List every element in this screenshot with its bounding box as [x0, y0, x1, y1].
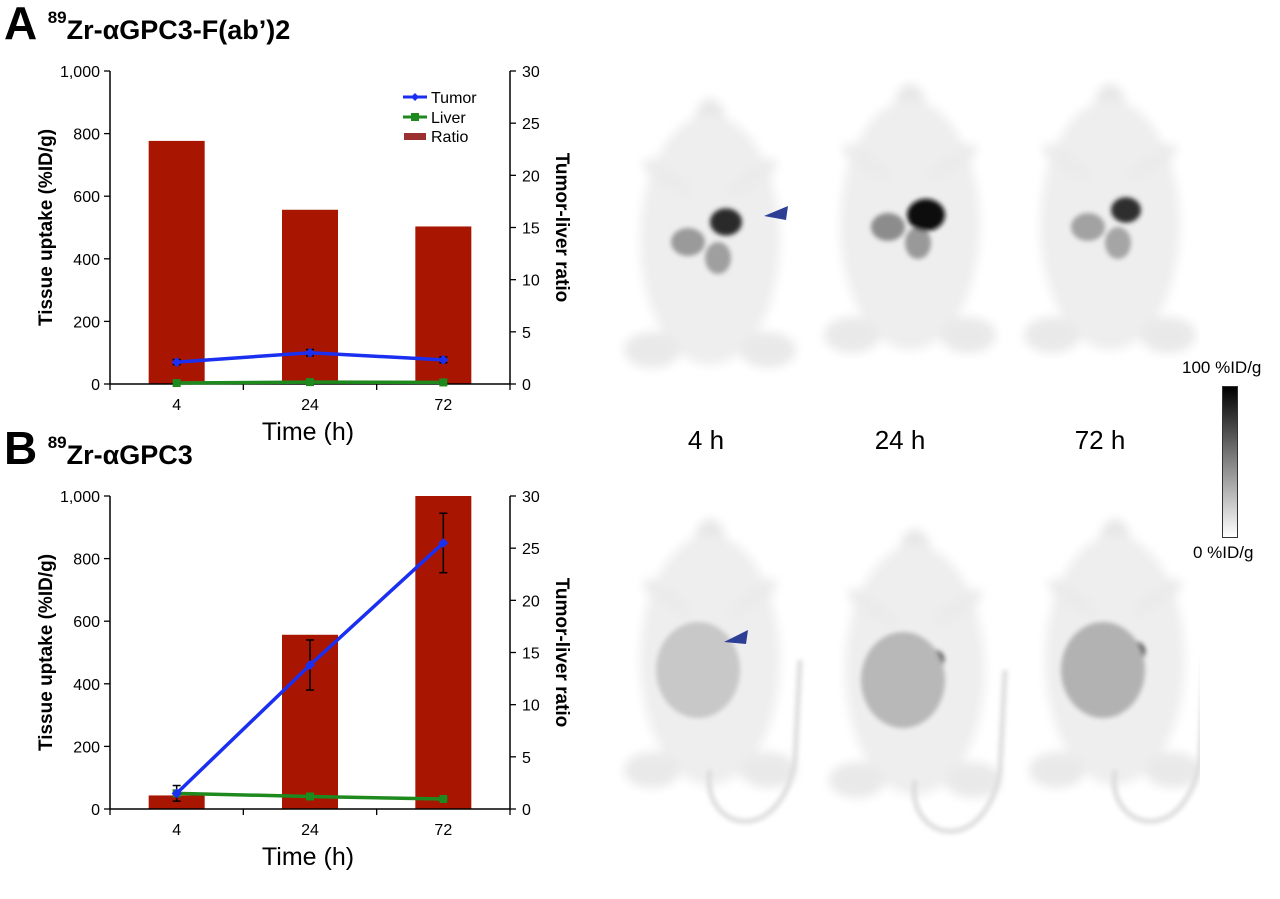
pet-mouse-a-24h — [824, 84, 996, 353]
y-tick-label: 400 — [73, 252, 100, 269]
liver-region — [656, 622, 740, 718]
tumor-point — [171, 357, 182, 368]
x-tick-label: 24 — [301, 822, 319, 839]
liver-point — [306, 378, 314, 387]
pet-image-grid — [624, 84, 1200, 834]
tumor-arrow-a — [764, 206, 788, 220]
y2-tick-label: 15 — [522, 221, 540, 238]
y2-axis-title: Tumor-liver ratio — [551, 153, 572, 303]
kidney-right — [905, 227, 931, 259]
legend-liver-marker — [411, 113, 419, 121]
ratio-bar — [148, 140, 205, 384]
kidney-right — [1105, 227, 1131, 259]
y-tick-label: 1,000 — [60, 489, 100, 506]
y-tick-label: 0 — [91, 802, 100, 819]
y-tick-label: 800 — [73, 127, 100, 144]
y2-tick-label: 20 — [522, 168, 540, 185]
time-label-72h: 72 h — [1074, 425, 1126, 455]
tumor-point — [438, 537, 449, 548]
liver-point — [439, 378, 448, 387]
chart-b: 0 200 400 600 800 1,000 0 5 10 15 20 25 30 4 24 72 Time … — [36, 489, 572, 871]
y-tick-label: 1,000 — [60, 64, 100, 81]
y2-tick-label: 25 — [522, 541, 540, 558]
kidney-left — [871, 213, 905, 241]
y-tick-label: 200 — [73, 739, 100, 756]
panel-a-title: Zr-αGPC3-F(ab’)2 — [66, 15, 291, 45]
y2-tick-label: 30 — [522, 489, 540, 506]
ratio-bar — [148, 795, 205, 809]
panel-a-letter: A — [4, 0, 38, 49]
y-tick-label: 800 — [73, 552, 100, 569]
y-tick-label: 600 — [73, 614, 100, 631]
y2-tick-label: 10 — [522, 698, 540, 715]
panel-b-letter: B — [4, 422, 38, 474]
tumor-point — [305, 660, 315, 671]
y-tick-label: 600 — [73, 189, 100, 206]
liver-point — [439, 794, 448, 803]
tumor-point — [438, 354, 449, 365]
ratio-bar — [282, 209, 338, 384]
y2-tick-label: 10 — [522, 273, 540, 290]
x-tick-label: 72 — [434, 397, 452, 414]
panel-a-heading: A 89Zr-αGPC3-F(ab’)2 — [4, 0, 290, 50]
mouse-tail — [706, 659, 803, 824]
legend-tumor-marker — [411, 93, 419, 101]
pet-mouse-a-4h — [624, 99, 796, 368]
legend-tumor-label: Tumor — [431, 90, 477, 107]
colorbar-max-label: 100 %ID/g — [1182, 358, 1262, 377]
colorbar — [1222, 386, 1238, 538]
tumor-hotspot — [907, 198, 945, 232]
x-tick-label: 72 — [434, 822, 452, 839]
tumor-point — [305, 347, 315, 358]
liver-point — [172, 379, 181, 388]
tumor-arrow-b — [724, 630, 748, 644]
y2-tick-label: 20 — [522, 593, 540, 610]
x-tick-label: 24 — [301, 397, 319, 414]
mouse-tail — [1111, 709, 1200, 824]
y-tick-label: 0 — [91, 377, 100, 394]
y-axis-title: Tissue uptake (%ID/g) — [36, 129, 57, 326]
x-axis-title: Time (h) — [262, 418, 354, 446]
panel-a-isotope: 89 — [47, 7, 67, 27]
colorbar-min-label: 0 %ID/g — [1193, 543, 1254, 562]
y2-tick-label: 25 — [522, 116, 540, 133]
y2-tick-label: 30 — [522, 64, 540, 81]
time-label-4h: 4 h — [687, 425, 725, 455]
liver-region — [1061, 622, 1145, 718]
y2-tick-label: 5 — [522, 325, 531, 342]
y-axis-title: Tissue uptake (%ID/g) — [36, 554, 57, 751]
x-tick-label: 4 — [172, 822, 181, 839]
y2-tick-label: 0 — [522, 802, 531, 819]
y-tick-label: 400 — [73, 677, 100, 694]
mouse-tail — [911, 669, 1008, 834]
pet-mouse-b-72h — [1029, 519, 1200, 824]
x-tick-label: 4 — [172, 397, 181, 414]
kidney-right — [705, 242, 731, 274]
pet-mouse-b-24h — [829, 529, 1008, 834]
y2-axis-title: Tumor-liver ratio — [551, 578, 572, 728]
liver-point — [306, 792, 314, 801]
x-axis-title: Time (h) — [262, 843, 354, 871]
pet-mouse-a-72h — [1024, 84, 1196, 353]
panel-b-title: Zr-αGPC3 — [66, 440, 193, 470]
y-tick-label: 200 — [73, 314, 100, 331]
tumor-hotspot — [710, 208, 742, 236]
legend-ratio-label: Ratio — [431, 129, 468, 146]
time-label-24h: 24 h — [874, 425, 926, 455]
y2-tick-label: 15 — [522, 646, 540, 663]
legend-ratio-swatch — [404, 133, 426, 140]
y2-tick-label: 0 — [522, 377, 531, 394]
panel-b-isotope: 89 — [47, 432, 67, 452]
tumor-point — [171, 788, 182, 799]
y2-tick-label: 5 — [522, 750, 531, 767]
tumor-hotspot — [1111, 197, 1141, 223]
kidney-left — [1071, 213, 1105, 241]
pet-mouse-b-4h — [624, 519, 803, 824]
panel-b-heading: B 89Zr-αGPC3 — [4, 421, 193, 475]
chart-a: 0 200 400 600 800 1,000 0 5 10 15 20 25 30 4 24 72 Time … — [36, 64, 572, 446]
kidney-left — [671, 228, 705, 256]
liver-region — [861, 632, 945, 728]
legend-liver-label: Liver — [431, 110, 466, 127]
